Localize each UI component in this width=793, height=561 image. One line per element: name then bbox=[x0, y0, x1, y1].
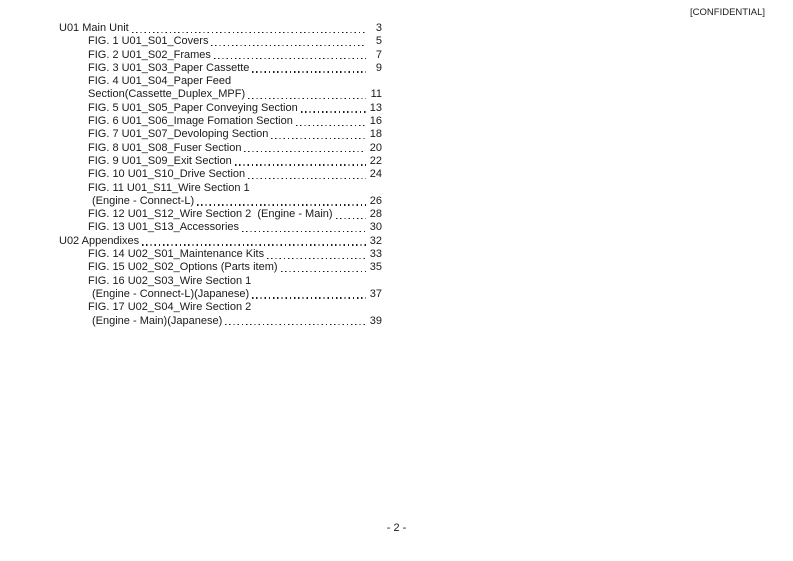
toc-figure-entry: FIG. 4 U01_S04_Paper Feed bbox=[59, 75, 382, 88]
toc-entry-page: 5 bbox=[375, 35, 382, 48]
toc-entry-page: 26 bbox=[369, 194, 382, 207]
toc-entry-title: (Engine - Connect-L) bbox=[92, 194, 195, 207]
page-number-footer: - 2 - bbox=[386, 522, 407, 534]
toc-entry-title: (Engine - Main)(Japanese) bbox=[92, 314, 223, 327]
toc-figure-entry-continuation: (Engine - Main)(Japanese) 39 bbox=[59, 315, 382, 328]
dot-leader bbox=[280, 270, 366, 273]
toc-entry-page: 3 bbox=[375, 22, 382, 34]
toc-entry-page: 37 bbox=[369, 287, 382, 300]
toc-entry-page: 24 bbox=[369, 168, 382, 181]
toc-entry-title: FIG. 3 U01_S03_Paper Cassette bbox=[88, 61, 250, 74]
toc-entry-title: U02 Appendixes bbox=[59, 234, 140, 247]
toc-entry-page: 13 bbox=[369, 101, 382, 114]
toc-entry-title: FIG. 1 U01_S01_Covers bbox=[88, 35, 209, 48]
toc-entry-page: 22 bbox=[369, 154, 382, 167]
toc-entry-title: FIG. 10 U01_S10_Drive Section bbox=[88, 168, 246, 181]
toc-entry-title: FIG. 16 U02_S03_Wire Section 1 bbox=[88, 274, 252, 287]
dot-leader bbox=[244, 151, 366, 153]
toc-figure-entry: FIG. 17 U02_S04_Wire Section 2 bbox=[59, 301, 382, 314]
toc-entry-page: 39 bbox=[369, 314, 382, 327]
dot-leader bbox=[142, 244, 366, 246]
toc-entry-title: FIG. 2 U01_S02_Frames bbox=[88, 48, 211, 61]
toc-figure-entry: FIG. 9 U01_S09_Exit Section 22 bbox=[59, 155, 382, 168]
toc-entry-title: FIG. 9 U01_S09_Exit Section bbox=[88, 154, 232, 167]
dot-leader bbox=[252, 297, 366, 299]
toc-figure-entry: FIG. 16 U02_S03_Wire Section 1 bbox=[59, 275, 382, 288]
toc-entry-page: 20 bbox=[369, 141, 382, 154]
dot-leader bbox=[295, 124, 366, 126]
toc-entry-title: FIG. 5 U01_S05_Paper Conveying Section bbox=[88, 101, 298, 114]
toc-figure-entry-continuation: (Engine - Connect-L)(Japanese) 37 bbox=[59, 288, 382, 301]
toc-entry-title: Section(Cassette_Duplex_MPF) bbox=[88, 88, 246, 101]
toc-entry-page: 35 bbox=[369, 261, 382, 274]
toc-figure-entry: FIG. 15 U02_S02_Options (Parts item) 35 bbox=[59, 261, 382, 274]
dot-leader bbox=[300, 111, 366, 113]
toc-figure-entry: FIG. 2 U01_S02_Frames 7 bbox=[59, 49, 382, 62]
toc-figure-entry: FIG. 12 U01_S12_Wire Section 2 (Engine -… bbox=[59, 208, 382, 221]
toc-figure-entry: FIG. 11 U01_S11_Wire Section 1 bbox=[59, 182, 382, 195]
toc-entry-page: 18 bbox=[369, 128, 382, 141]
toc-entry-title: U01 Main Unit bbox=[59, 22, 129, 34]
toc-entry-title: FIG. 15 U02_S02_Options (Parts item) bbox=[88, 261, 278, 274]
dot-leader bbox=[335, 217, 366, 219]
toc-entry-title: FIG. 12 U01_S12_Wire Section 2 (Engine -… bbox=[88, 208, 333, 221]
toc-entry-title: FIG. 7 U01_S07_Devoloping Section bbox=[88, 128, 269, 141]
toc-entry-title: (Engine - Connect-L)(Japanese) bbox=[92, 287, 250, 300]
dot-leader bbox=[225, 324, 366, 326]
toc-entry-title: FIG. 4 U01_S04_Paper Feed bbox=[88, 75, 232, 88]
toc-entry-page: 11 bbox=[370, 88, 382, 101]
toc-entry-page: 16 bbox=[369, 115, 382, 128]
dot-leader bbox=[248, 97, 366, 100]
toc-entry-title: FIG. 8 U01_S08_Fuser Section bbox=[88, 141, 242, 154]
toc-section-entry: U02 Appendixes 32 bbox=[59, 235, 382, 248]
toc-section-entry: U01 Main Unit 3 bbox=[59, 22, 382, 35]
toc-entry-page: 30 bbox=[369, 221, 382, 234]
dot-leader bbox=[197, 204, 366, 206]
dot-leader bbox=[248, 177, 366, 180]
toc-entry-page: 7 bbox=[375, 48, 382, 61]
toc-figure-entry: FIG. 6 U01_S06_Image Fomation Section 16 bbox=[59, 115, 382, 128]
toc-figure-entry: FIG. 10 U01_S10_Drive Section 24 bbox=[59, 168, 382, 181]
toc-figure-entry-continuation: (Engine - Connect-L) 26 bbox=[59, 195, 382, 208]
toc-entry-page: 9 bbox=[375, 61, 382, 74]
dot-leader bbox=[271, 137, 366, 140]
toc-figure-entry: FIG. 8 U01_S08_Fuser Section 20 bbox=[59, 142, 382, 155]
toc-figure-entry: FIG. 3 U01_S03_Paper Cassette 9 bbox=[59, 62, 382, 75]
table-of-contents: U01 Main Unit 3 FIG. 1 U01_S01_Covers 5 … bbox=[59, 22, 382, 328]
toc-figure-entry-continuation: Section(Cassette_Duplex_MPF) 11 bbox=[59, 88, 382, 101]
toc-entry-title: FIG. 11 U01_S11_Wire Section 1 bbox=[88, 181, 250, 194]
dot-leader bbox=[213, 58, 366, 60]
dot-leader bbox=[234, 164, 366, 166]
toc-figure-entry: FIG. 1 U01_S01_Covers 5 bbox=[59, 35, 382, 48]
dot-leader bbox=[211, 44, 366, 47]
toc-figure-entry: FIG. 13 U01_S13_Accessories 30 bbox=[59, 221, 382, 234]
dot-leader bbox=[267, 257, 366, 259]
toc-entry-page: 32 bbox=[369, 234, 382, 247]
toc-figure-entry: FIG. 5 U01_S05_Paper Conveying Section 1… bbox=[59, 102, 382, 115]
toc-entry-page: 28 bbox=[369, 208, 382, 221]
dot-leader bbox=[252, 71, 366, 73]
toc-figure-entry: FIG. 14 U02_S01_Maintenance Kits 33 bbox=[59, 248, 382, 261]
confidential-label: [CONFIDENTIAL] bbox=[690, 7, 765, 18]
dot-leader bbox=[242, 230, 366, 233]
dot-leader bbox=[131, 31, 366, 33]
toc-entry-title: FIG. 17 U02_S04_Wire Section 2 bbox=[88, 301, 252, 314]
toc-entry-page: 33 bbox=[369, 248, 382, 261]
toc-figure-entry: FIG. 7 U01_S07_Devoloping Section 18 bbox=[59, 128, 382, 141]
toc-entry-title: FIG. 13 U01_S13_Accessories bbox=[88, 221, 240, 234]
toc-entry-title: FIG. 14 U02_S01_Maintenance Kits bbox=[88, 248, 265, 261]
toc-entry-title: FIG. 6 U01_S06_Image Fomation Section bbox=[88, 115, 293, 128]
